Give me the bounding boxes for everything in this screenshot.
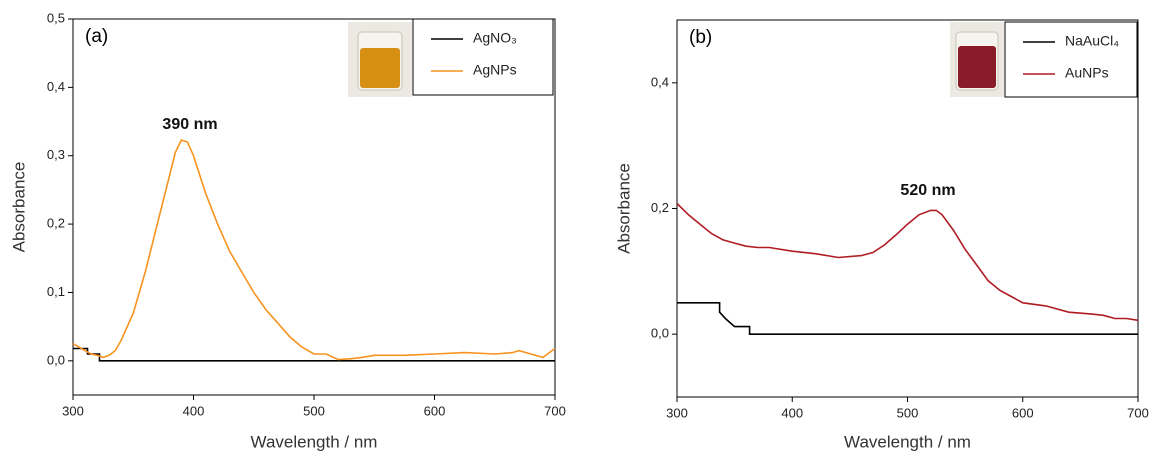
y-axis-title: Absorbance [9,162,28,253]
legend-label: AgNO₃ [473,30,517,46]
x-tick-label: 400 [183,403,205,418]
y-tick-label: 0,1 [47,284,65,299]
x-tick-label: 500 [303,403,325,418]
x-axis-title: Wavelength / nm [251,432,378,451]
x-tick-label: 700 [544,403,566,418]
y-tick-label: 0,4 [47,79,65,94]
legend-box [1004,21,1138,98]
y-tick-label: 0,3 [47,147,65,162]
x-tick-label: 300 [666,405,688,420]
inset-photo-a [348,22,412,97]
annotation: 520 nm [900,182,955,199]
legend-label: AgNPs [473,62,517,78]
annotation: 390 nm [162,116,217,133]
y-tick-label: 0,2 [651,200,669,215]
y-tick-label: 0,0 [47,352,65,367]
data-line [677,302,1138,335]
x-tick-label: 600 [424,403,446,418]
panel-label: (b) [689,27,712,48]
x-tick-label: 400 [781,405,803,420]
inset-photo-b [950,22,1004,97]
x-tick-label: 600 [1012,405,1034,420]
legend-label: AuNPs [1065,65,1109,81]
x-tick-label: 300 [62,403,84,418]
y-tick-label: 0,0 [651,326,669,341]
y-tick-label: 0,5 [47,10,65,25]
x-tick-label: 500 [897,405,919,420]
y-tick-label: 0,2 [47,216,65,231]
legend-label: NaAuCl₄ [1065,33,1119,49]
data-line [72,139,556,361]
data-line [676,202,1139,322]
x-tick-label: 700 [1127,405,1149,420]
y-axis-title: Absorbance [614,163,633,254]
x-axis-title: Wavelength / nm [844,432,971,451]
y-tick-label: 0,4 [651,74,669,89]
panel-label: (a) [85,26,108,47]
legend-box [412,18,554,96]
